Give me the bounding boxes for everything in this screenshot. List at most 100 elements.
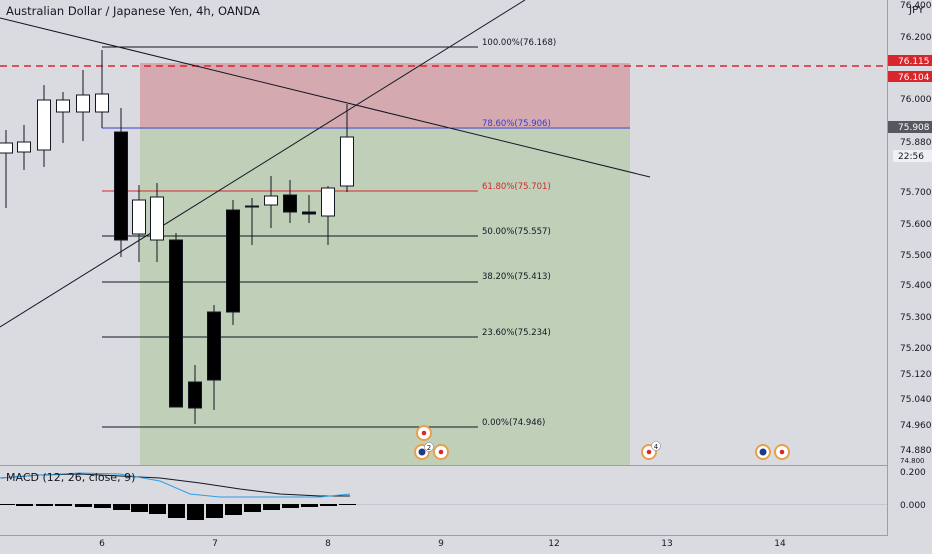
candle[interactable]	[37, 85, 51, 167]
price-tick-label: 74.800	[900, 457, 925, 465]
candle-body	[56, 99, 70, 113]
currency-label: JPY	[909, 5, 924, 16]
dashed-price-tag	[888, 55, 932, 66]
macd-histogram-bar	[225, 504, 242, 515]
candle-body	[302, 211, 316, 215]
time-tick-label: 8	[325, 539, 331, 549]
price-axis[interactable]	[888, 0, 932, 536]
candle[interactable]	[132, 185, 146, 262]
candle[interactable]	[150, 183, 164, 262]
macd-histogram-bar	[320, 504, 337, 506]
candle[interactable]	[169, 233, 183, 408]
candle-body	[245, 205, 259, 208]
candlestick-series[interactable]	[0, 50, 354, 424]
macd-histogram-bar	[0, 504, 15, 505]
candle[interactable]	[207, 305, 221, 410]
candle[interactable]	[114, 108, 128, 257]
candle-body	[0, 142, 13, 154]
candle-body	[264, 195, 278, 206]
time-tick-label: 7	[212, 539, 218, 549]
event-count-badge	[651, 441, 661, 451]
candle[interactable]	[226, 200, 240, 325]
candle-body	[340, 136, 354, 187]
macd-line[interactable]	[0, 472, 351, 498]
macd-histogram-bar	[339, 504, 356, 505]
candle[interactable]	[302, 195, 316, 223]
event-count-text: 4	[654, 443, 659, 451]
reward-zone[interactable]	[140, 127, 630, 465]
economic-events[interactable]: 2 4	[414, 425, 790, 460]
price-tick-label: 75.880	[900, 138, 932, 148]
time-tick-label: 12	[548, 539, 559, 549]
macd-histogram-bar	[187, 504, 204, 520]
countdown-tag	[893, 150, 932, 162]
fib-label-100: 100.00%(76.168)	[482, 38, 556, 48]
price-tick-label: 75.400	[900, 281, 932, 291]
macd-histogram-bar	[131, 504, 148, 512]
dashed-price-tag-text: 76.115	[898, 57, 930, 67]
macd-tick-label: 0.000	[900, 501, 926, 511]
price-tick-label: 75.120	[900, 370, 932, 380]
macd-histogram-bar	[16, 504, 33, 506]
macd-histogram-bar	[36, 504, 53, 506]
candle[interactable]	[76, 70, 90, 141]
candle[interactable]	[0, 130, 13, 208]
macd-histogram-bar	[75, 504, 92, 507]
price-axis-ticks: 76.400 76.200 76.000 75.880 75.700 75.60…	[900, 1, 932, 465]
au-flag-icon	[759, 448, 767, 456]
fib-label-786: 78.60%(75.906)	[482, 119, 551, 129]
candle[interactable]	[283, 180, 297, 223]
price-tick-label: 75.500	[900, 251, 932, 261]
candle[interactable]	[56, 92, 70, 143]
time-tick-label: 6	[99, 539, 105, 549]
event-count-badge	[424, 442, 434, 452]
price-tick-label: 75.700	[900, 188, 932, 198]
price-tick-label: 74.880	[900, 446, 932, 456]
macd-histogram-bar	[282, 504, 299, 508]
macd-histogram-bar	[301, 504, 318, 507]
price-tick-label: 76.000	[900, 95, 932, 105]
candle[interactable]	[95, 50, 109, 128]
dashed-price-tag	[888, 71, 932, 82]
candle[interactable]	[245, 198, 259, 245]
fib-label-618: 61.80%(75.701)	[482, 182, 551, 192]
macd-histogram-bar	[55, 504, 72, 506]
candle-body	[169, 239, 183, 408]
candle[interactable]	[340, 104, 354, 192]
candle[interactable]	[17, 125, 31, 170]
macd-histogram[interactable]	[0, 504, 356, 520]
time-tick-label: 9	[438, 539, 444, 549]
candle[interactable]	[188, 365, 202, 424]
fib-label-50: 50.00%(75.557)	[482, 227, 551, 237]
macd-histogram-bar	[263, 504, 280, 510]
dashed-price-tag-text: 76.104	[898, 73, 930, 83]
countdown-text: 22:56	[898, 152, 924, 162]
candle[interactable]	[321, 186, 335, 245]
ascending-trendline[interactable]	[0, 0, 526, 328]
time-axis[interactable]	[0, 536, 932, 550]
macd-indicator-label[interactable]: MACD (12, 26, close, 9)	[6, 471, 136, 484]
event-dot	[421, 430, 427, 436]
current-price-tag	[888, 121, 932, 133]
macd-histogram-bar	[94, 504, 111, 508]
candle-body	[226, 209, 240, 313]
candle[interactable]	[264, 176, 278, 228]
event-count-text: 2	[427, 444, 431, 452]
price-tick-label: 75.300	[900, 313, 932, 323]
time-tick-label: 13	[661, 539, 672, 549]
event-dot	[438, 449, 444, 455]
candle-body	[207, 311, 221, 381]
descending-trendline[interactable]	[0, 17, 651, 178]
candle-body	[188, 381, 202, 409]
price-tick-label: 75.040	[900, 395, 932, 405]
risk-zone[interactable]	[140, 63, 630, 127]
macd-histogram-bar	[168, 504, 185, 518]
price-tick-label: 75.600	[900, 220, 932, 230]
fib-label-0: 0.00%(74.946)	[482, 418, 545, 428]
price-tick-label: 76.200	[900, 33, 932, 43]
macd-histogram-bar	[206, 504, 223, 518]
current-price-tag-text: 75.908	[898, 123, 930, 133]
au-flag-icon	[418, 448, 426, 456]
